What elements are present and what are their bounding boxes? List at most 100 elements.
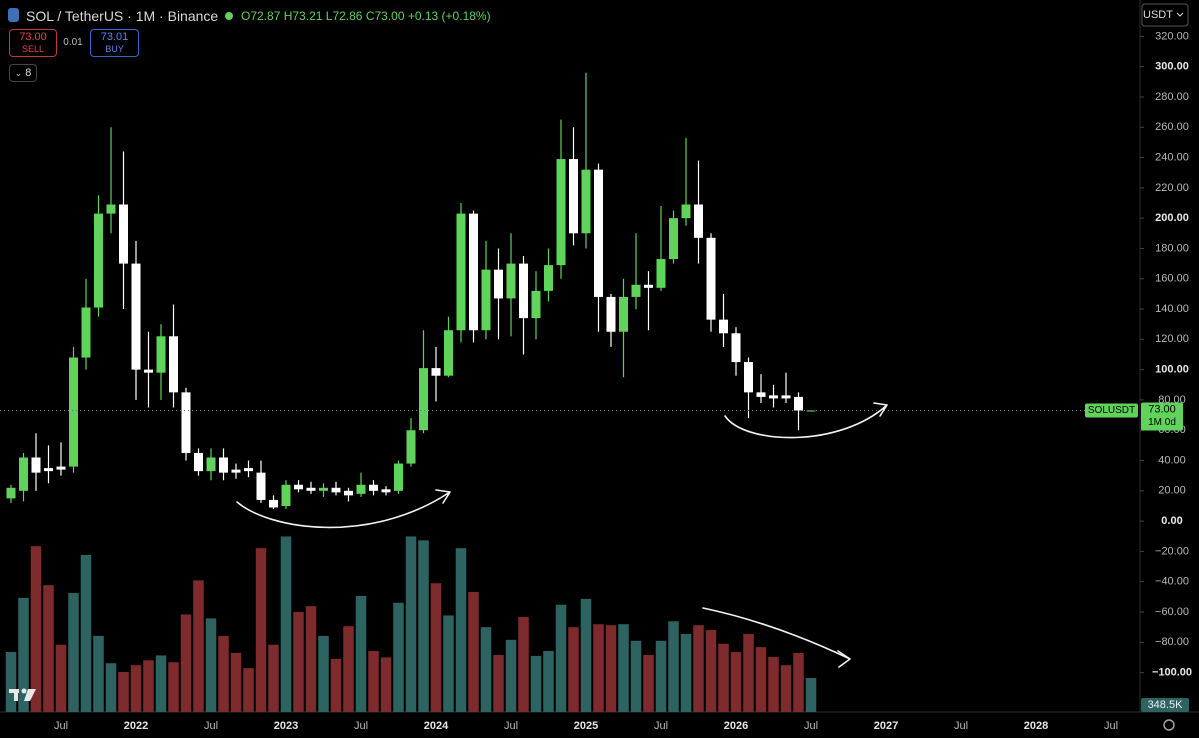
candle-body (156, 336, 166, 373)
y-tick-label: 280.00 (1155, 91, 1189, 103)
ohlc-legend: O72.87 H73.21 L72.86 C73.00 +0.13 (+0.18… (241, 9, 491, 23)
volume-bar (93, 635, 104, 712)
candle-body (444, 330, 453, 376)
price-tag-bg (1141, 402, 1183, 431)
logo (9, 688, 36, 701)
y-tick-label: 320.00 (1155, 30, 1189, 42)
indicators-toggle[interactable]: ⌄ 8 (9, 64, 37, 82)
y-tick-label: 160.00 (1155, 273, 1189, 285)
logo-part (21, 688, 27, 694)
candle-body (806, 410, 816, 412)
candles (6, 72, 816, 510)
candle-body (556, 159, 566, 266)
candle-body (331, 487, 341, 493)
volume-bar (518, 616, 529, 712)
overlay: SOLUSDT 73.00 1M 0d 348.5K (0, 402, 1189, 712)
symbol-tag-bg (1085, 403, 1138, 418)
legend-close: C73.00 (365, 9, 405, 23)
x-tick-label: Jul (204, 720, 218, 732)
volume-bar (605, 625, 617, 712)
volume-bar (693, 625, 704, 712)
y-tick-label: 0.00 (1161, 515, 1182, 527)
candle-body (681, 204, 691, 219)
candle-body (569, 159, 578, 234)
buy-price: 73.01 (100, 31, 129, 43)
candle-body (69, 357, 78, 467)
price-tag: 73.00 (1148, 403, 1176, 415)
candle-body (744, 362, 753, 393)
candle-body (619, 296, 628, 332)
candle-body (431, 368, 441, 376)
x-tick-label: Jul (654, 720, 668, 732)
candle-body (106, 204, 116, 214)
y-tick-label: 180.00 (1155, 242, 1189, 254)
candle-body (206, 457, 216, 472)
axes: 320.00 300.00 280.00 260.00 240.00 220.00 200.… (54, 30, 1192, 732)
symbol-icon (8, 8, 19, 22)
candle-body (544, 265, 553, 291)
volume-bar (155, 655, 167, 712)
x-tick-label: 2023 (274, 720, 298, 732)
arrow (702, 607, 851, 668)
candle-body (31, 457, 41, 473)
candle-body (406, 430, 416, 464)
candle-body (356, 484, 366, 494)
volume-bar (43, 585, 54, 712)
candle-body (706, 237, 716, 320)
volume-bar (393, 602, 404, 712)
indicator-count: 8 (25, 67, 32, 79)
x-tick-label: 2027 (874, 720, 898, 732)
y-tick-label: 20.00 (1158, 485, 1186, 497)
x-tick-label: 2028 (1024, 720, 1048, 732)
candle-body (669, 218, 678, 260)
volume-bar (80, 554, 92, 712)
candle-body (394, 463, 403, 491)
candle-body (644, 284, 653, 288)
candle-body (344, 490, 353, 496)
y-tick-label: −60.00 (1155, 606, 1189, 618)
volume-bar (618, 624, 629, 712)
countdown: 1M 0d (1148, 417, 1176, 428)
candle-body (131, 263, 141, 370)
currency-selector[interactable] (1141, 3, 1189, 27)
candle-body (6, 487, 16, 499)
candle-body (469, 213, 478, 331)
candle-body (244, 468, 253, 472)
settings-icon[interactable] (1163, 719, 1175, 731)
candle-body (369, 484, 378, 491)
volume-bar (768, 656, 779, 712)
chevron: ⌄ (14, 68, 23, 78)
volume-bar (280, 536, 292, 712)
volume (5, 536, 817, 712)
candle-body (81, 307, 91, 358)
candle-body (256, 472, 266, 500)
volume-bar (368, 651, 379, 712)
buy-button[interactable]: 73.01 BUY (90, 29, 139, 57)
volume-bar (593, 624, 604, 712)
volume-tag: 348.5K (1148, 699, 1184, 711)
candle-body (269, 499, 278, 508)
sell-button[interactable]: 73.00 SELL (9, 29, 57, 57)
volume-bar (643, 654, 654, 712)
candle-body (494, 269, 503, 299)
candle-body (381, 489, 391, 493)
candle-body (594, 169, 603, 297)
volume-bar (18, 597, 29, 712)
y-tick-label: 300.00 (1155, 61, 1189, 73)
candle-body (294, 484, 303, 490)
volume-bar (718, 643, 729, 712)
legend-low: L72.86 (325, 9, 363, 23)
arrow (236, 489, 451, 529)
volume-bar (205, 618, 217, 712)
candle-body (319, 487, 328, 491)
candle-body (481, 269, 491, 331)
y-tick-label: 100.00 (1155, 364, 1189, 376)
x-tick-label: Jul (504, 720, 518, 732)
volume-bar (805, 678, 817, 712)
volume-bar (55, 644, 67, 712)
volume-bar (5, 652, 17, 712)
candle-body (656, 259, 666, 288)
y-tick-label: 40.00 (1158, 454, 1186, 466)
